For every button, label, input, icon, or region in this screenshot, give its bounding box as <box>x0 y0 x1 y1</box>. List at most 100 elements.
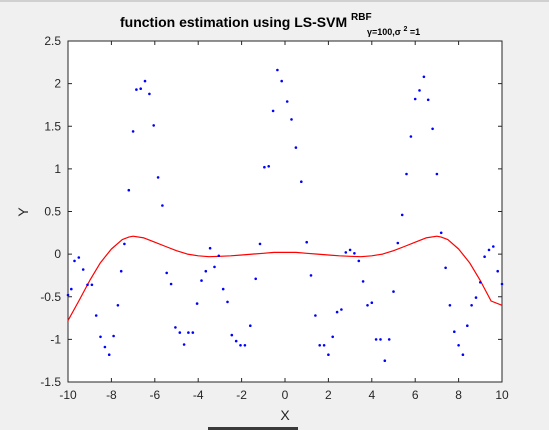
axis-ticks: -10 -8 -6 -4 -2 0 2 4 6 8 10 -1.5 -1 -0.5 0 0.5 1 1.5 2 2.5 <box>40 34 509 402</box>
data-point <box>461 353 465 357</box>
data-point <box>444 266 447 270</box>
x-tick-label: 0 <box>282 388 289 402</box>
x-tick-label: 10 <box>495 388 509 402</box>
chart-title: function estimation using LS-SVM RBF <box>120 12 372 30</box>
data-point <box>263 165 266 169</box>
data-point <box>148 92 151 96</box>
y-tick-label: 1.5 <box>44 119 61 133</box>
data-point <box>431 127 434 131</box>
data-point <box>131 130 135 133</box>
data-point <box>453 330 456 334</box>
data-point <box>226 300 229 304</box>
x-tick-label: -4 <box>193 388 204 402</box>
y-tick-label: -1.5 <box>40 375 61 389</box>
data-point <box>426 98 430 102</box>
data-point <box>305 240 309 244</box>
data-point <box>94 314 98 317</box>
data-point <box>435 172 439 176</box>
data-point <box>165 271 168 275</box>
data-point <box>119 269 123 273</box>
data-point <box>466 324 469 328</box>
data-point <box>285 100 289 103</box>
data-point <box>73 259 76 263</box>
data-point <box>348 248 352 252</box>
data-point <box>99 335 102 339</box>
data-point <box>204 269 208 273</box>
data-point <box>267 165 271 168</box>
data-points-series <box>66 68 504 363</box>
x-axis-label: X <box>280 407 290 423</box>
data-point <box>280 79 284 83</box>
data-point <box>387 338 391 341</box>
data-point <box>448 304 452 307</box>
data-point <box>77 256 81 259</box>
x-tick-label: -6 <box>149 388 160 402</box>
data-point <box>344 251 348 254</box>
data-point <box>107 353 111 357</box>
data-point <box>182 343 186 346</box>
data-point <box>143 79 147 83</box>
y-tick-label: 2.5 <box>44 34 61 48</box>
chart-title-superscript: RBF <box>351 12 372 23</box>
data-point <box>361 280 365 283</box>
data-point <box>70 287 73 291</box>
data-point <box>318 344 322 347</box>
data-point <box>405 172 408 176</box>
data-point <box>379 338 382 341</box>
data-point <box>258 242 262 246</box>
y-tick-label: 0 <box>54 247 61 261</box>
data-point <box>496 269 500 273</box>
data-point <box>161 204 164 207</box>
y-tick-label: -1 <box>50 332 61 346</box>
data-point <box>357 259 361 263</box>
data-point <box>400 213 404 217</box>
data-point <box>217 254 221 258</box>
data-point <box>396 241 400 245</box>
plot-area <box>67 40 503 383</box>
bottom-strip <box>208 427 298 430</box>
data-point <box>90 283 94 287</box>
data-point <box>422 75 426 79</box>
data-point <box>383 359 387 363</box>
fit-curve-series <box>67 235 503 321</box>
data-point <box>327 353 330 357</box>
data-point <box>213 265 216 269</box>
data-point <box>249 324 252 328</box>
chart-title-subscript-b: =1 <box>410 27 420 37</box>
data-point <box>331 335 335 339</box>
data-point <box>309 274 313 277</box>
data-point <box>374 338 378 341</box>
data-point <box>234 339 238 343</box>
fit-curve-line <box>67 235 503 321</box>
data-point <box>174 326 177 329</box>
data-point <box>191 331 195 334</box>
x-tick-label: 2 <box>325 388 332 402</box>
y-axis-label: Y <box>15 207 31 217</box>
data-point <box>370 301 374 305</box>
data-point <box>195 302 199 305</box>
x-tick-label: -2 <box>236 388 247 402</box>
data-point <box>470 304 473 307</box>
data-point <box>483 255 486 258</box>
data-point <box>335 310 339 314</box>
data-point <box>500 282 504 286</box>
data-point <box>156 176 160 179</box>
data-point <box>457 344 460 347</box>
data-point <box>392 290 395 293</box>
data-point <box>254 277 257 281</box>
y-tick-label: 1 <box>54 162 61 176</box>
x-tick-label: 6 <box>412 388 419 402</box>
data-point <box>112 334 115 338</box>
data-point <box>290 118 293 121</box>
data-point <box>66 293 70 297</box>
data-point <box>340 308 343 311</box>
data-point <box>230 333 234 337</box>
y-tick-label: 0.5 <box>44 205 61 219</box>
chart-title-main: function estimation using LS-SVM <box>120 14 347 30</box>
chart-title-subscript: γ=100,σ 2 =1 <box>367 23 420 37</box>
data-point <box>487 248 491 252</box>
data-point <box>127 188 131 192</box>
data-point <box>366 304 369 307</box>
